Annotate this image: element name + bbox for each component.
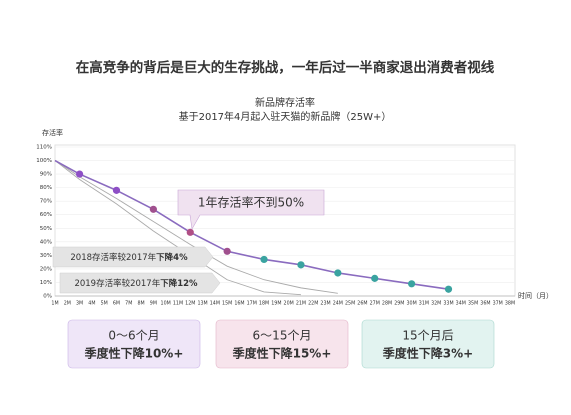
x-tick-label: 25M <box>345 301 355 307</box>
x-tick-label: 20M <box>284 301 294 307</box>
x-tick-label: 23M <box>320 301 330 307</box>
x-tick-label: 1M <box>51 301 58 307</box>
x-tick-label: 19M <box>271 301 281 307</box>
chart-title: 新品牌存活率 <box>255 96 315 109</box>
callout-box <box>177 189 325 230</box>
callout-part: 下降12% <box>160 278 198 289</box>
series-line <box>54 159 449 291</box>
period-box <box>67 319 201 369</box>
period-box <box>215 319 349 369</box>
data-point <box>149 205 157 213</box>
period-label: 6～15个月 <box>253 329 312 343</box>
data-point <box>408 280 416 288</box>
x-tick-label: 26M <box>357 301 367 307</box>
x-tick-label: 13M <box>197 301 207 307</box>
period-label: 0～6个月 <box>108 329 159 343</box>
data-point <box>223 247 231 255</box>
x-tick-label: 8M <box>137 301 144 307</box>
x-tick-label: 5M <box>101 301 108 307</box>
y-tick-label: 60% <box>40 212 52 218</box>
x-tick-label: 21M <box>296 301 306 307</box>
callout-text: 1年存活率不到50% <box>198 195 304 210</box>
callout-box <box>59 272 221 294</box>
series-line <box>54 160 301 296</box>
x-tick-label: 30M <box>406 301 416 307</box>
data-point <box>371 274 379 282</box>
x-tick-label: 35M <box>468 301 478 307</box>
y-tick-label: 50% <box>40 226 52 232</box>
y-tick-label: 40% <box>40 239 52 245</box>
x-tick-label: 6M <box>113 301 120 307</box>
period-box <box>361 319 495 369</box>
y-tick-label: 10% <box>40 280 52 286</box>
y-tick-label: 20% <box>40 266 52 272</box>
x-tick-label: 4M <box>88 301 95 307</box>
period-label: 15个月后 <box>402 329 453 343</box>
trend-label: 季度性下降3%+ <box>382 346 473 361</box>
callout-part: 2018存活率较2017年 <box>70 252 156 263</box>
data-point <box>334 269 342 277</box>
data-point <box>186 228 194 236</box>
x-tick-label: 3M <box>76 301 83 307</box>
x-tick-label: 9M <box>150 301 157 307</box>
x-tick-label: 36M <box>480 301 490 307</box>
y-tick-label: 90% <box>40 172 52 178</box>
x-tick-label: 17M <box>247 301 257 307</box>
callout-text: 2019存活率较2017年下降12% <box>74 278 198 289</box>
y-tick-label: 0% <box>43 294 52 300</box>
y-tick-label: 110% <box>36 145 52 151</box>
callout-part: 下降4% <box>156 252 188 263</box>
x-tick-label: 15M <box>222 301 232 307</box>
data-point <box>112 186 121 194</box>
x-tick-label: 24M <box>333 301 343 307</box>
data-point <box>444 285 453 293</box>
x-tick-label: 12M <box>185 301 195 307</box>
x-tick-label: 14M <box>210 301 220 307</box>
y-tick-label: 80% <box>40 185 52 191</box>
x-tick-label: 7M <box>125 301 132 307</box>
y-tick-label: 100% <box>36 158 52 164</box>
callout-part: 2019存活率较2017年 <box>74 278 160 289</box>
x-tick-label: 29M <box>394 301 404 307</box>
x-tick-label: 38M <box>505 301 515 307</box>
x-tick-label: 11M <box>173 301 183 307</box>
callout-box <box>52 246 214 268</box>
x-tick-label: 34M <box>456 301 466 307</box>
data-point <box>297 261 305 269</box>
series-line <box>54 160 338 294</box>
data-point <box>75 170 84 178</box>
x-tick-label: 10M <box>161 301 171 307</box>
x-tick-label: 16M <box>234 301 244 307</box>
trend-label: 季度性下降10%+ <box>84 346 184 361</box>
x-tick-label: 28M <box>382 301 392 307</box>
x-tick-label: 33M <box>443 301 453 307</box>
trend-label: 季度性下降15%+ <box>232 346 332 361</box>
x-tick-label: 22M <box>308 301 318 307</box>
x-axis-label: 时间（月） <box>518 291 553 300</box>
x-tick-label: 37M <box>493 301 503 307</box>
headline: 在高竞争的背后是巨大的生存挑战，一年后过一半商家退出消费者视线 <box>76 59 495 76</box>
x-tick-label: 31M <box>419 301 429 307</box>
y-tick-label: 70% <box>40 199 52 205</box>
x-tick-label: 2M <box>64 301 71 307</box>
y-axis-label: 存活率 <box>42 128 63 137</box>
x-tick-label: 27M <box>370 301 380 307</box>
x-tick-label: 18M <box>259 301 269 307</box>
x-tick-label: 32M <box>431 301 441 307</box>
y-tick-label: 30% <box>40 253 52 259</box>
data-point <box>260 255 268 264</box>
chart-subtitle: 基于2017年4月起入驻天猫的新品牌（25W+） <box>179 110 392 123</box>
callout-text: 2018存活率较2017年下降4% <box>70 252 188 263</box>
